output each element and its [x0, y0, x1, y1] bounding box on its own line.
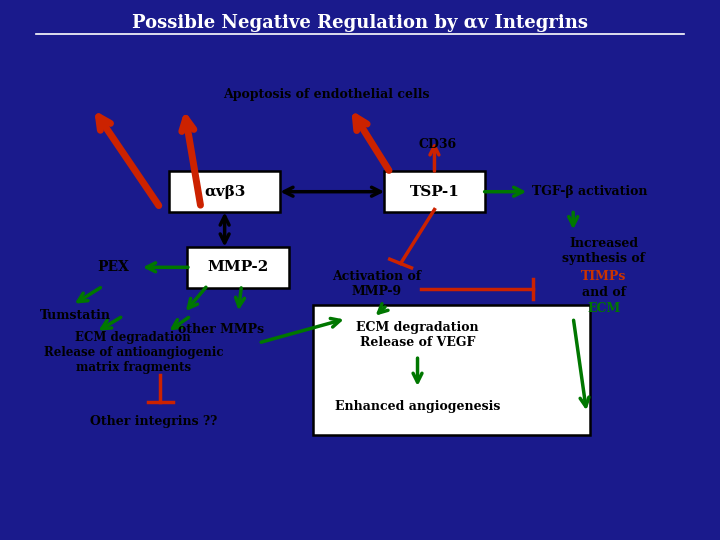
- Text: Activation of
MMP-9: Activation of MMP-9: [333, 269, 421, 298]
- Text: ECM: ECM: [587, 302, 620, 315]
- Text: ECM degradation
Release of VEGF: ECM degradation Release of VEGF: [356, 321, 479, 349]
- Text: PEX: PEX: [97, 260, 129, 274]
- Text: TSP-1: TSP-1: [410, 185, 459, 199]
- Text: Tumstatin: Tumstatin: [40, 309, 112, 322]
- Text: TGF-β activation: TGF-β activation: [532, 185, 648, 198]
- Text: MMP-2: MMP-2: [207, 260, 269, 274]
- FancyBboxPatch shape: [384, 172, 485, 212]
- Text: Other integrins ??: Other integrins ??: [90, 415, 217, 428]
- FancyBboxPatch shape: [312, 305, 590, 435]
- Text: other MMPs: other MMPs: [178, 323, 264, 336]
- Text: and of: and of: [582, 286, 626, 299]
- Text: CD36: CD36: [419, 138, 457, 151]
- Text: Increased
synthesis of: Increased synthesis of: [562, 237, 645, 265]
- Text: ECM degradation
Release of antioangiogenic
matrix fragments: ECM degradation Release of antioangiogen…: [43, 330, 223, 374]
- Text: αvβ3: αvβ3: [204, 185, 246, 199]
- Text: Enhanced angiogenesis: Enhanced angiogenesis: [335, 400, 500, 413]
- FancyBboxPatch shape: [187, 247, 289, 287]
- Text: Apoptosis of endothelial cells: Apoptosis of endothelial cells: [223, 88, 429, 101]
- Text: Possible Negative Regulation by αv Integrins: Possible Negative Regulation by αv Integ…: [132, 14, 588, 32]
- FancyBboxPatch shape: [168, 172, 281, 212]
- Text: TIMPs: TIMPs: [581, 270, 626, 283]
